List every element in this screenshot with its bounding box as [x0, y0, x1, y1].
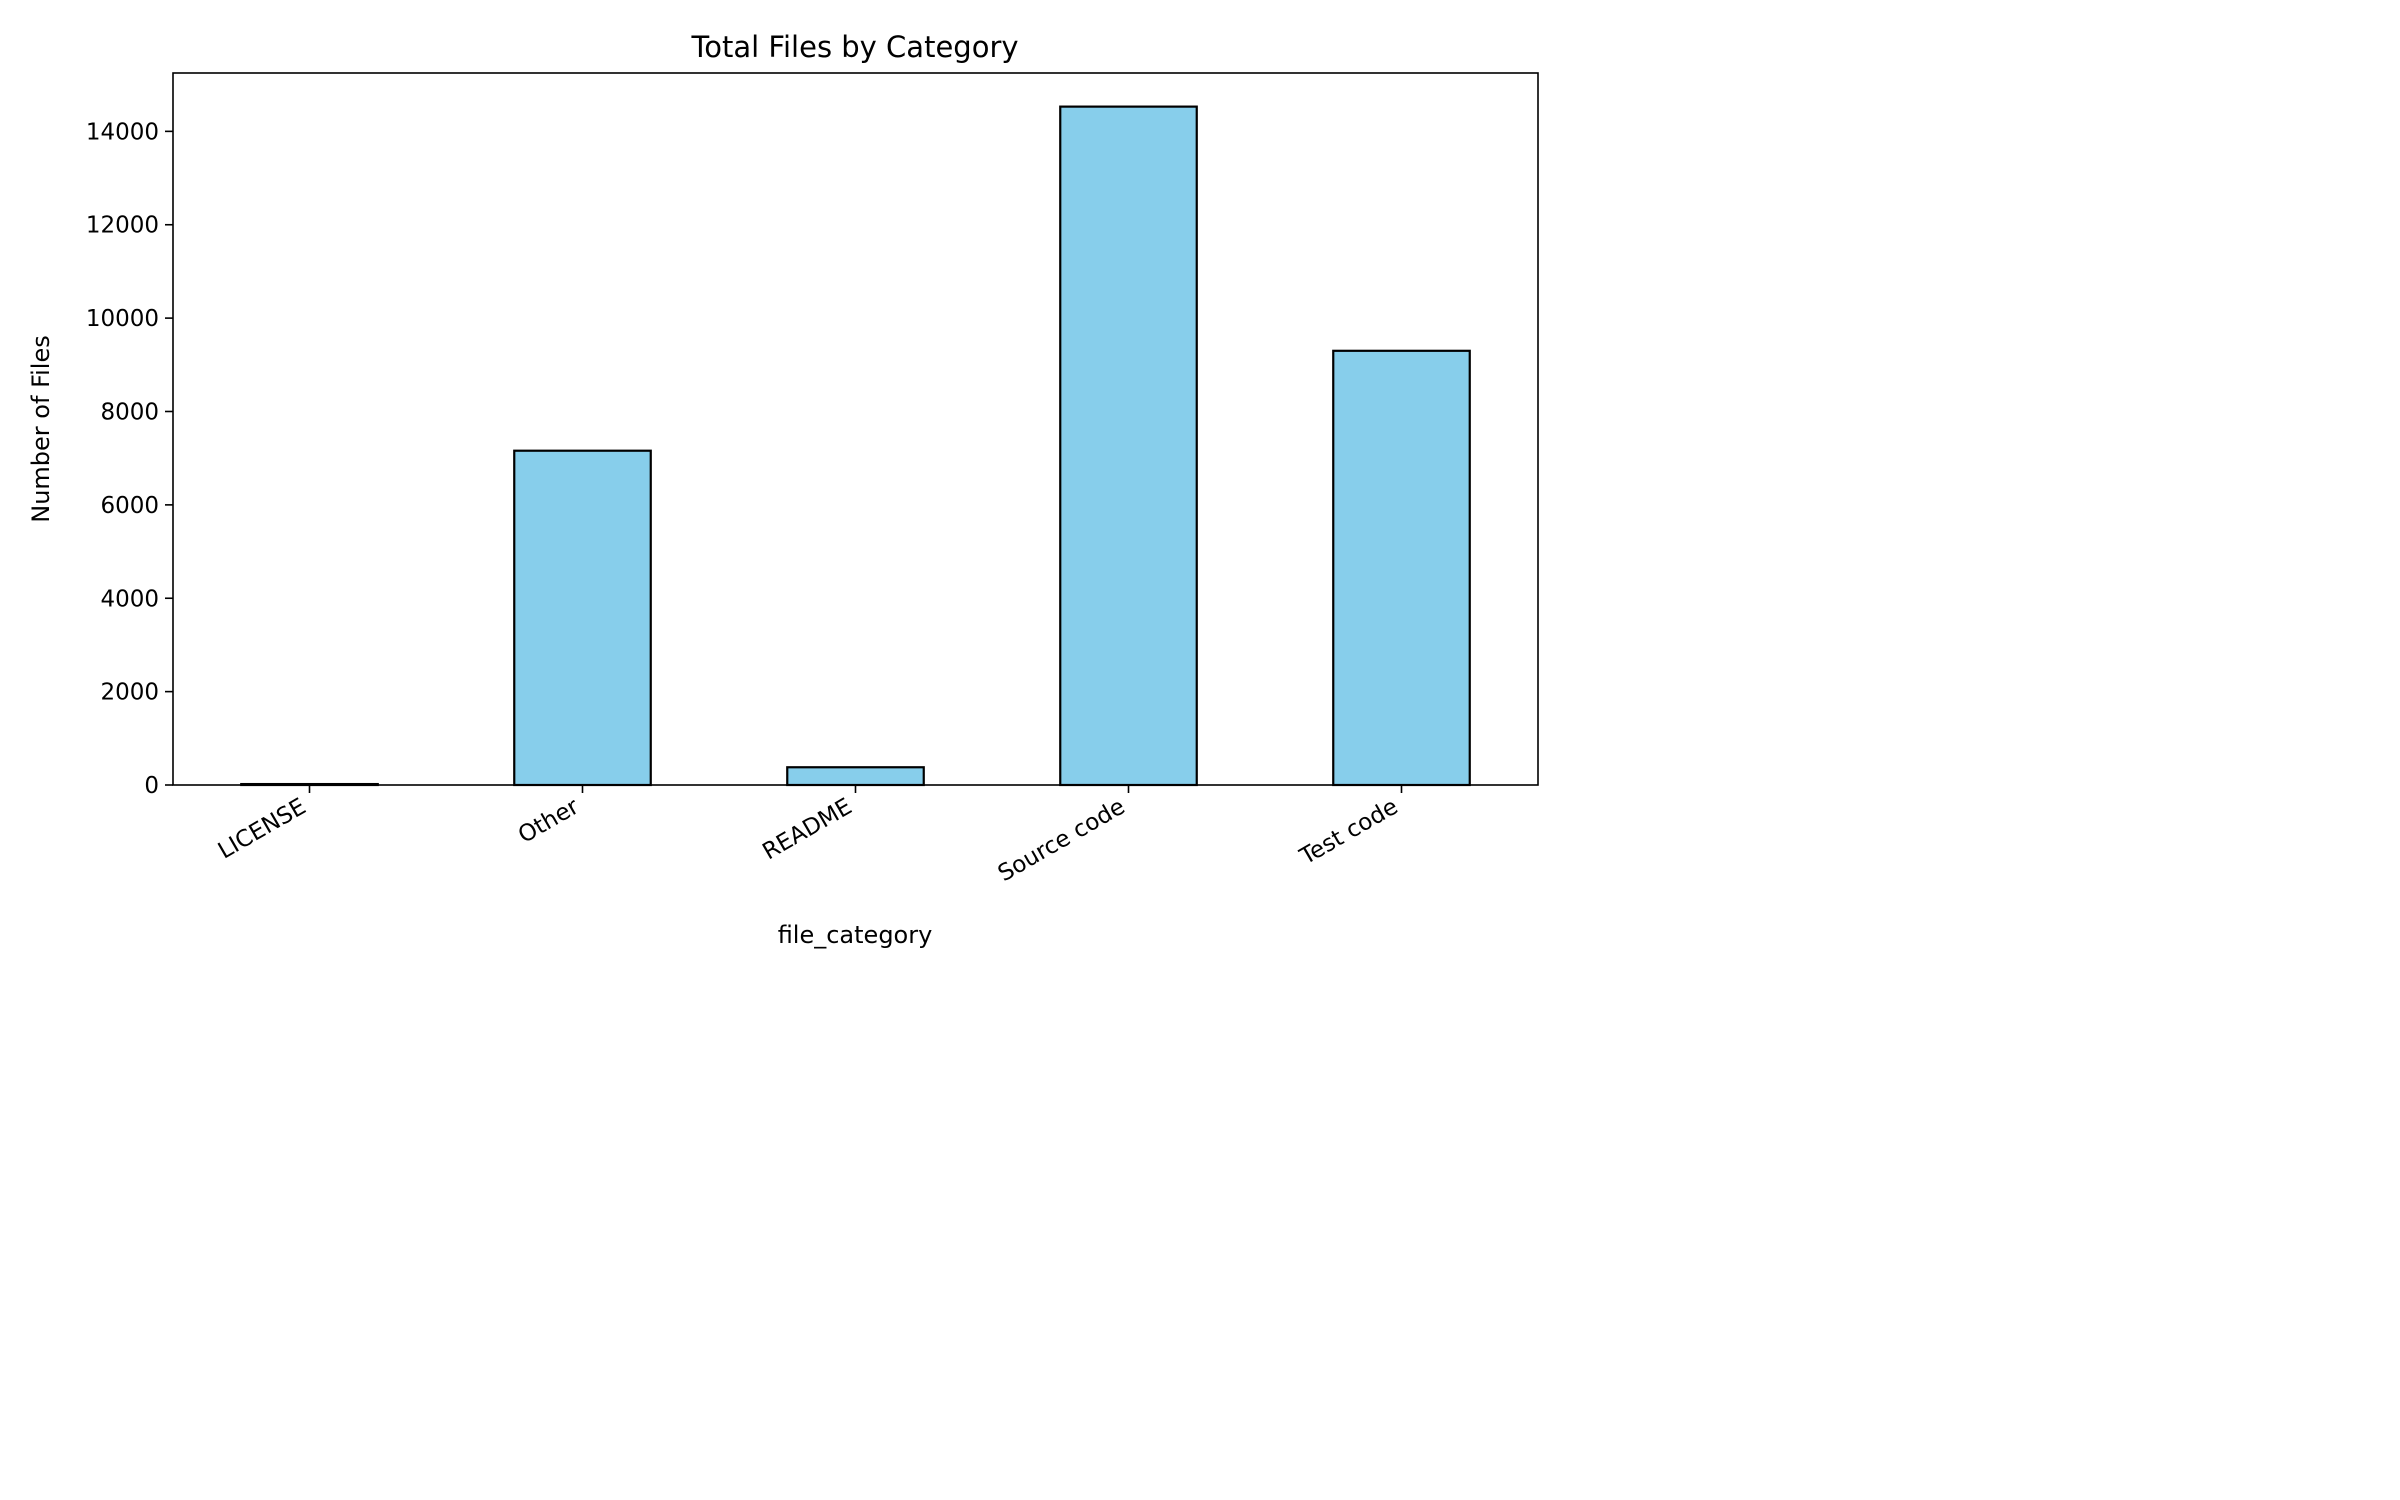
- x-axis-label: file_category: [778, 921, 933, 949]
- chart-title: Total Files by Category: [690, 30, 1018, 64]
- bar-source-code: [1059, 105, 1198, 787]
- bar-test-code: [1332, 349, 1471, 787]
- bar-other: [513, 449, 652, 787]
- chart-background: [0, 0, 1568, 980]
- y-axis-label: Number of Files: [27, 335, 55, 522]
- y-tick-label-0: 0: [144, 773, 159, 799]
- bar-readme: [786, 766, 925, 787]
- bars-layer: [240, 105, 1471, 787]
- y-tick-label-4000: 4000: [100, 586, 159, 612]
- y-tick-label-8000: 8000: [100, 399, 159, 425]
- y-axis: 0 2000 4000 6000 8000 10000 12000 14000: [86, 119, 173, 799]
- y-tick-label-2000: 2000: [100, 680, 159, 706]
- bar-chart: Total Files by Category 0 2000 4000 6000 800…: [0, 0, 1568, 980]
- y-tick-label-14000: 14000: [86, 119, 159, 145]
- y-tick-label-10000: 10000: [86, 306, 159, 332]
- y-tick-label-12000: 12000: [86, 213, 159, 239]
- y-tick-label-6000: 6000: [100, 493, 159, 519]
